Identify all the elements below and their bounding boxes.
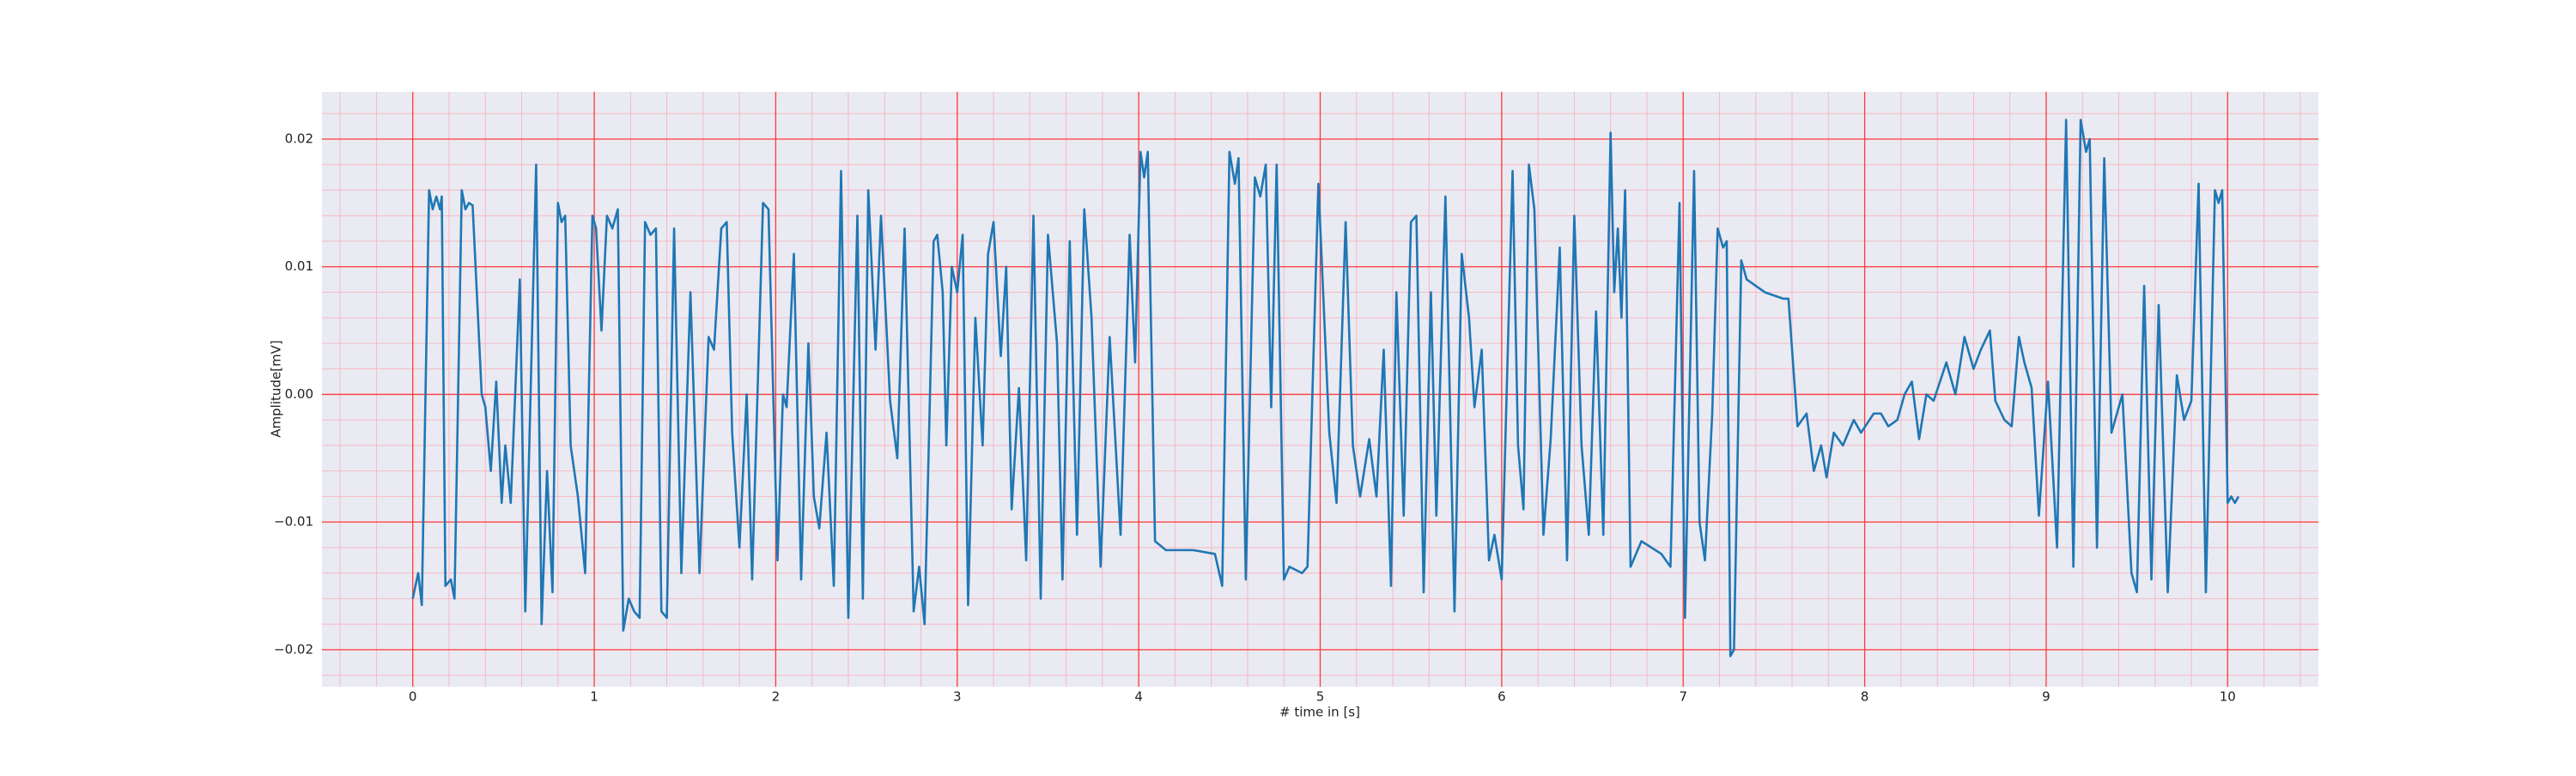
- y-axis-label: Amplitude[mV]: [269, 340, 284, 437]
- labels: 0 1 2 3 4 5 6 7 8 9 10 −0.02 −0.01 0.00 0.01 0.02: [274, 131, 2236, 705]
- x-tick-label: 5: [1316, 689, 1325, 705]
- x-tick-label: 3: [953, 689, 962, 705]
- x-tick-label: 1: [590, 689, 598, 705]
- x-tick-label: 10: [2220, 689, 2236, 705]
- x-tick-label: 9: [2042, 689, 2050, 705]
- major-grid: [322, 92, 2318, 687]
- x-tick-label: 7: [1679, 689, 1687, 705]
- y-tick-label: −0.01: [274, 514, 313, 530]
- x-tick-label: 0: [409, 689, 417, 705]
- x-tick-label: 6: [1498, 689, 1506, 705]
- x-tick-label: 8: [1861, 689, 1869, 705]
- x-axis-label: # time in [s]: [1279, 705, 1360, 720]
- x-tick-label: 2: [772, 689, 781, 705]
- series: [411, 118, 2240, 658]
- y-tick-label: 0.02: [285, 131, 313, 147]
- y-tick-label: 0.01: [285, 258, 313, 274]
- y-tick-label: 0.00: [285, 386, 313, 402]
- signal-line: [411, 118, 2240, 658]
- x-tick-label: 4: [1134, 689, 1143, 705]
- y-tick-label: −0.02: [274, 641, 313, 657]
